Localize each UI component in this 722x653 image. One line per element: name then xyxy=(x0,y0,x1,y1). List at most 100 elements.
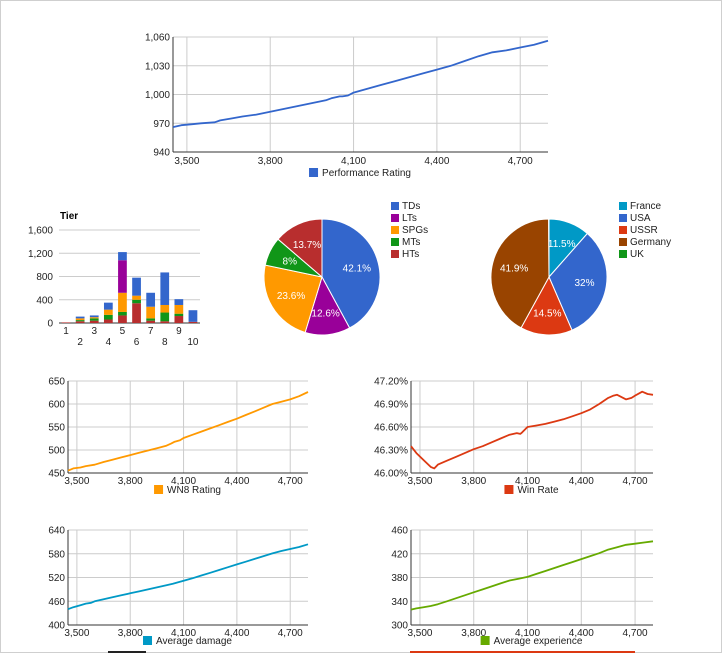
x-tick-label: 4,700 xyxy=(623,476,648,487)
legend-label: Average damage xyxy=(156,636,232,647)
avgexp-chart: 300 340 380 420 460 3,500 3,800 4,100 4,400 4,700… xyxy=(391,526,654,647)
x-tick-label: 4,700 xyxy=(278,628,303,639)
legend-label: Win Rate xyxy=(517,485,559,496)
y-tick-label: 420 xyxy=(391,549,408,560)
slice-label: 42.1% xyxy=(343,264,371,275)
pie-slice xyxy=(548,232,608,331)
y-tick-label: 450 xyxy=(48,469,65,480)
y-tick-label: 600 xyxy=(48,400,65,411)
y-tick-label: 46.90% xyxy=(374,400,408,411)
winrate-axes: 46.00% 46.30% 46.60% 46.90% 47.20% 3,500 3,800… xyxy=(374,377,653,487)
legend-label: LTs xyxy=(402,213,417,224)
x-tick-label: 9 xyxy=(176,326,182,337)
y-tick-label: 970 xyxy=(153,119,170,130)
x-tick-label: 3,800 xyxy=(118,628,143,639)
bar-segment xyxy=(118,252,127,261)
slice-label: 41.9% xyxy=(500,264,528,275)
y-tick-label: 1,600 xyxy=(28,226,53,237)
x-tick-label: 3,800 xyxy=(118,476,143,487)
legend-swatch[interactable] xyxy=(480,636,490,645)
series-line xyxy=(67,543,309,611)
bar-segment xyxy=(89,317,99,319)
legend-swatch[interactable] xyxy=(619,214,627,222)
bar-segment xyxy=(174,316,184,323)
x-tick-label: 1 xyxy=(63,326,69,337)
legend-swatch[interactable] xyxy=(391,226,399,234)
bar-segment xyxy=(174,304,184,314)
legend-swatch[interactable] xyxy=(619,226,627,234)
legend-label: USA xyxy=(630,213,651,224)
x-tick-label: 3,800 xyxy=(461,628,486,639)
avgdamage-axes: 400 460 520 580 640 3,500 3,800 4,100 4,400 4,700 xyxy=(48,526,308,639)
legend-label: HTs xyxy=(402,249,419,260)
avgdamage-legend[interactable]: Average damage xyxy=(143,636,232,647)
x-tick-label: 8 xyxy=(162,337,168,348)
bar-segment xyxy=(89,315,99,318)
legend-swatch[interactable] xyxy=(391,202,399,210)
legend-swatch[interactable] xyxy=(309,168,319,177)
slice-label: 23.6% xyxy=(277,291,305,302)
x-tick-label: 4,100 xyxy=(171,628,196,639)
y-tick-label: 46.60% xyxy=(374,423,408,434)
slice-label: 8% xyxy=(283,257,298,268)
y-tick-label: 640 xyxy=(48,526,65,537)
y-tick-label: 1,000 xyxy=(145,90,170,101)
tier-chart: Tier 0 400 800 1,200 1,600 1 3 5 7 9 2 4 6 8 10 xyxy=(28,211,200,348)
x-tick-label: 4,100 xyxy=(515,628,540,639)
y-tick-label: 500 xyxy=(48,446,65,457)
x-tick-label: 3,500 xyxy=(174,156,199,167)
tier-axes: 0 400 800 1,200 1,600 1 3 5 7 9 2 4 6 8 10 xyxy=(28,226,200,348)
y-tick-label: 46.00% xyxy=(374,469,408,480)
bar-segment xyxy=(132,295,141,300)
legend-swatch[interactable] xyxy=(391,238,399,246)
legend-swatch[interactable] xyxy=(504,485,514,494)
legend-swatch[interactable] xyxy=(391,250,399,258)
legend-label: WN8 Rating xyxy=(167,485,221,496)
bar-segment xyxy=(174,313,184,317)
legend-swatch[interactable] xyxy=(143,636,153,645)
x-tick-label: 3,500 xyxy=(64,628,89,639)
legend-swatch[interactable] xyxy=(154,485,164,494)
bar-segment xyxy=(188,321,198,323)
bar-segment xyxy=(75,318,85,321)
bar-segment xyxy=(103,319,113,323)
bar-segment xyxy=(146,292,156,307)
winrate-legend[interactable]: Win Rate xyxy=(504,485,559,496)
series-line xyxy=(172,39,549,128)
bar-segment xyxy=(89,318,99,321)
series-line xyxy=(410,390,654,470)
x-tick-label: 3 xyxy=(91,326,97,337)
legend-swatch[interactable] xyxy=(619,202,627,210)
tier-bars xyxy=(61,252,198,323)
bar-segment xyxy=(174,299,184,305)
bar-segment xyxy=(75,316,85,319)
wn8-legend[interactable]: WN8 Rating xyxy=(154,485,221,496)
avgexp-legend[interactable]: Average experience xyxy=(480,636,583,647)
bar-segment xyxy=(160,272,170,305)
x-tick-label: 4,700 xyxy=(508,156,533,167)
cutoff-strip xyxy=(108,651,146,653)
x-tick-label: 3,500 xyxy=(407,628,432,639)
x-tick-label: 4,100 xyxy=(171,476,196,487)
bar-segment xyxy=(146,320,156,323)
legend-swatch[interactable] xyxy=(391,214,399,222)
y-tick-label: 460 xyxy=(391,526,408,537)
legend-label: TDs xyxy=(402,201,420,212)
bar-segment xyxy=(75,320,85,322)
bar-segment xyxy=(132,277,141,296)
legend-swatch[interactable] xyxy=(619,238,627,246)
series-line xyxy=(67,391,309,472)
slice-label: 12.6% xyxy=(311,308,339,319)
cutoff-strips xyxy=(108,651,635,653)
performance-legend[interactable]: Performance Rating xyxy=(309,168,411,179)
y-tick-label: 1,200 xyxy=(28,249,53,260)
x-tick-label: 4,400 xyxy=(424,156,449,167)
x-tick-label: 4,400 xyxy=(569,476,594,487)
y-tick-label: 47.20% xyxy=(374,377,408,388)
x-tick-label: 4,100 xyxy=(341,156,366,167)
legend-swatch[interactable] xyxy=(619,250,627,258)
y-tick-label: 1,060 xyxy=(145,33,170,44)
